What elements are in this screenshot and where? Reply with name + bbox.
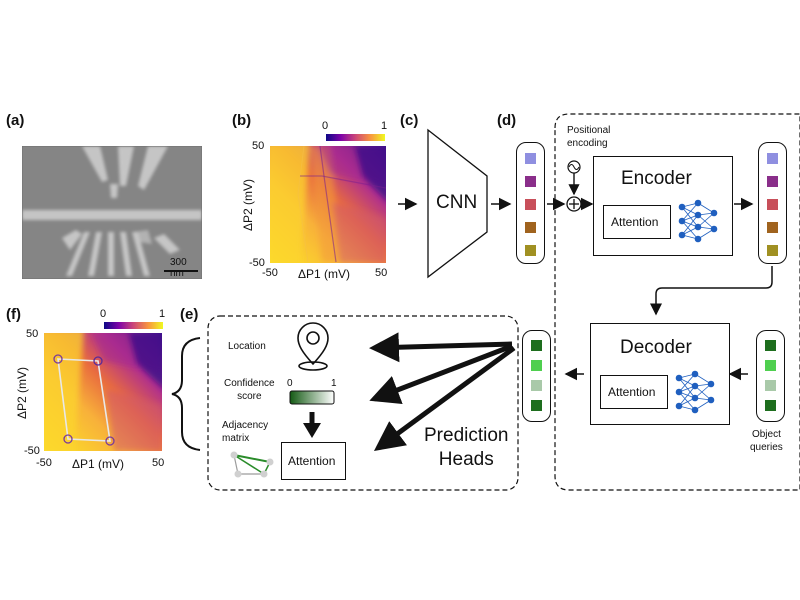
confidence-bar <box>289 390 335 405</box>
map-b-y-max: 50 <box>252 140 265 152</box>
encoder-output-tokens <box>758 142 787 264</box>
prediction-heads-box <box>207 315 519 491</box>
panel-label-a: (a) <box>6 112 25 129</box>
map-f <box>44 333 162 451</box>
query-token-2 <box>765 360 776 371</box>
map-b-x-min: -50 <box>262 267 278 279</box>
colorbar-f-max: 1 <box>159 308 166 320</box>
map-b-y-min: -50 <box>249 257 265 269</box>
sem-gates-graphic <box>22 146 202 279</box>
neural-network-icon <box>678 199 718 243</box>
heads-attention-box: Attention <box>281 442 346 480</box>
encoder-block: Encoder Attention <box>593 156 733 256</box>
memory-token-1 <box>767 153 778 164</box>
location-pin-icon <box>297 322 329 371</box>
colorbar-b <box>326 134 385 141</box>
panel-label-b: (b) <box>232 112 252 129</box>
map-f-y-min: -50 <box>24 445 40 457</box>
panel-label-c: (c) <box>400 112 419 129</box>
decoder-block: Decoder Attention <box>590 323 730 425</box>
prediction-heads-label: Prediction Heads <box>424 425 509 470</box>
sem-image: 300 nm <box>22 146 202 279</box>
scalebar-label: 300 nm <box>170 257 187 279</box>
adjacency-label: Adjacency matrix <box>222 420 269 444</box>
feature-token-5 <box>525 245 536 256</box>
feature-token-2 <box>525 176 536 187</box>
feature-token-4 <box>525 222 536 233</box>
memory-token-2 <box>767 176 778 187</box>
panel-label-f: (f) <box>6 306 21 323</box>
colorbar-f <box>104 322 163 329</box>
memory-token-5 <box>767 245 778 256</box>
decoder-output-tokens <box>522 330 551 422</box>
colorbar-f-min: 0 <box>100 308 107 320</box>
map-b <box>270 146 386 263</box>
query-token-3 <box>765 380 776 391</box>
transformer-dashed-box <box>554 113 800 491</box>
output-token-2 <box>531 360 542 371</box>
output-token-4 <box>531 400 542 411</box>
panel-label-e: (e) <box>180 306 199 323</box>
query-token-1 <box>765 340 776 351</box>
colorbar-b-max: 1 <box>381 120 388 132</box>
cnn-label: CNN <box>436 192 478 213</box>
encoder-label: Encoder <box>621 168 692 189</box>
map-f-x-max: 50 <box>152 457 165 469</box>
memory-token-3 <box>767 199 778 210</box>
map-f-y-label: ΔP2 (mV) <box>15 366 30 420</box>
neural-network-icon <box>675 370 715 414</box>
decoder-attention-label: Attention <box>608 385 656 399</box>
map-f-x-min: -50 <box>36 457 52 469</box>
detected-triple-point <box>63 434 73 444</box>
confidence-min: 0 <box>287 378 293 389</box>
arrow-to-confidence <box>369 343 513 405</box>
map-b-heatmap <box>270 146 386 263</box>
confidence-max: 1 <box>331 378 337 389</box>
object-query-tokens <box>756 330 785 422</box>
query-token-4 <box>765 400 776 411</box>
cnn-feature-tokens <box>516 142 545 264</box>
map-f-y-max: 50 <box>26 328 39 340</box>
map-b-x-max: 50 <box>375 267 388 279</box>
detected-dot-graph <box>57 358 111 442</box>
graph-icon <box>230 451 274 478</box>
map-f-x-label: ΔP1 (mV) <box>72 457 125 471</box>
colorbar-b-min: 0 <box>322 120 329 132</box>
heads-attention-label: Attention <box>288 454 336 468</box>
output-token-3 <box>531 380 542 391</box>
arrow-memory-to-decoder <box>650 266 773 316</box>
confidence-label: Confidence score <box>224 378 275 402</box>
encoder-attention-label: Attention <box>611 215 659 229</box>
feature-token-3 <box>525 199 536 210</box>
feature-token-1 <box>525 153 536 164</box>
decoder-label: Decoder <box>620 337 692 358</box>
detected-triple-point <box>53 354 63 364</box>
map-b-x-label: ΔP1 (mV) <box>298 267 351 281</box>
panel-label-d: (d) <box>497 112 517 129</box>
arrow-to-location <box>369 332 513 363</box>
location-label: Location <box>228 341 266 352</box>
arrow-to-adjacency <box>373 345 516 451</box>
map-f-heatmap <box>44 333 162 451</box>
output-token-1 <box>531 340 542 351</box>
object-queries-label: Object queries <box>750 429 783 453</box>
decoder-attention-box: Attention <box>600 375 668 409</box>
brace <box>171 337 201 451</box>
positional-encoding-label: Positional encoding <box>567 125 611 149</box>
encoder-attention-box: Attention <box>603 205 671 239</box>
detected-triple-point <box>93 356 103 366</box>
detected-triple-point <box>105 436 115 446</box>
memory-token-4 <box>767 222 778 233</box>
cnn-trapezoid <box>427 128 488 279</box>
